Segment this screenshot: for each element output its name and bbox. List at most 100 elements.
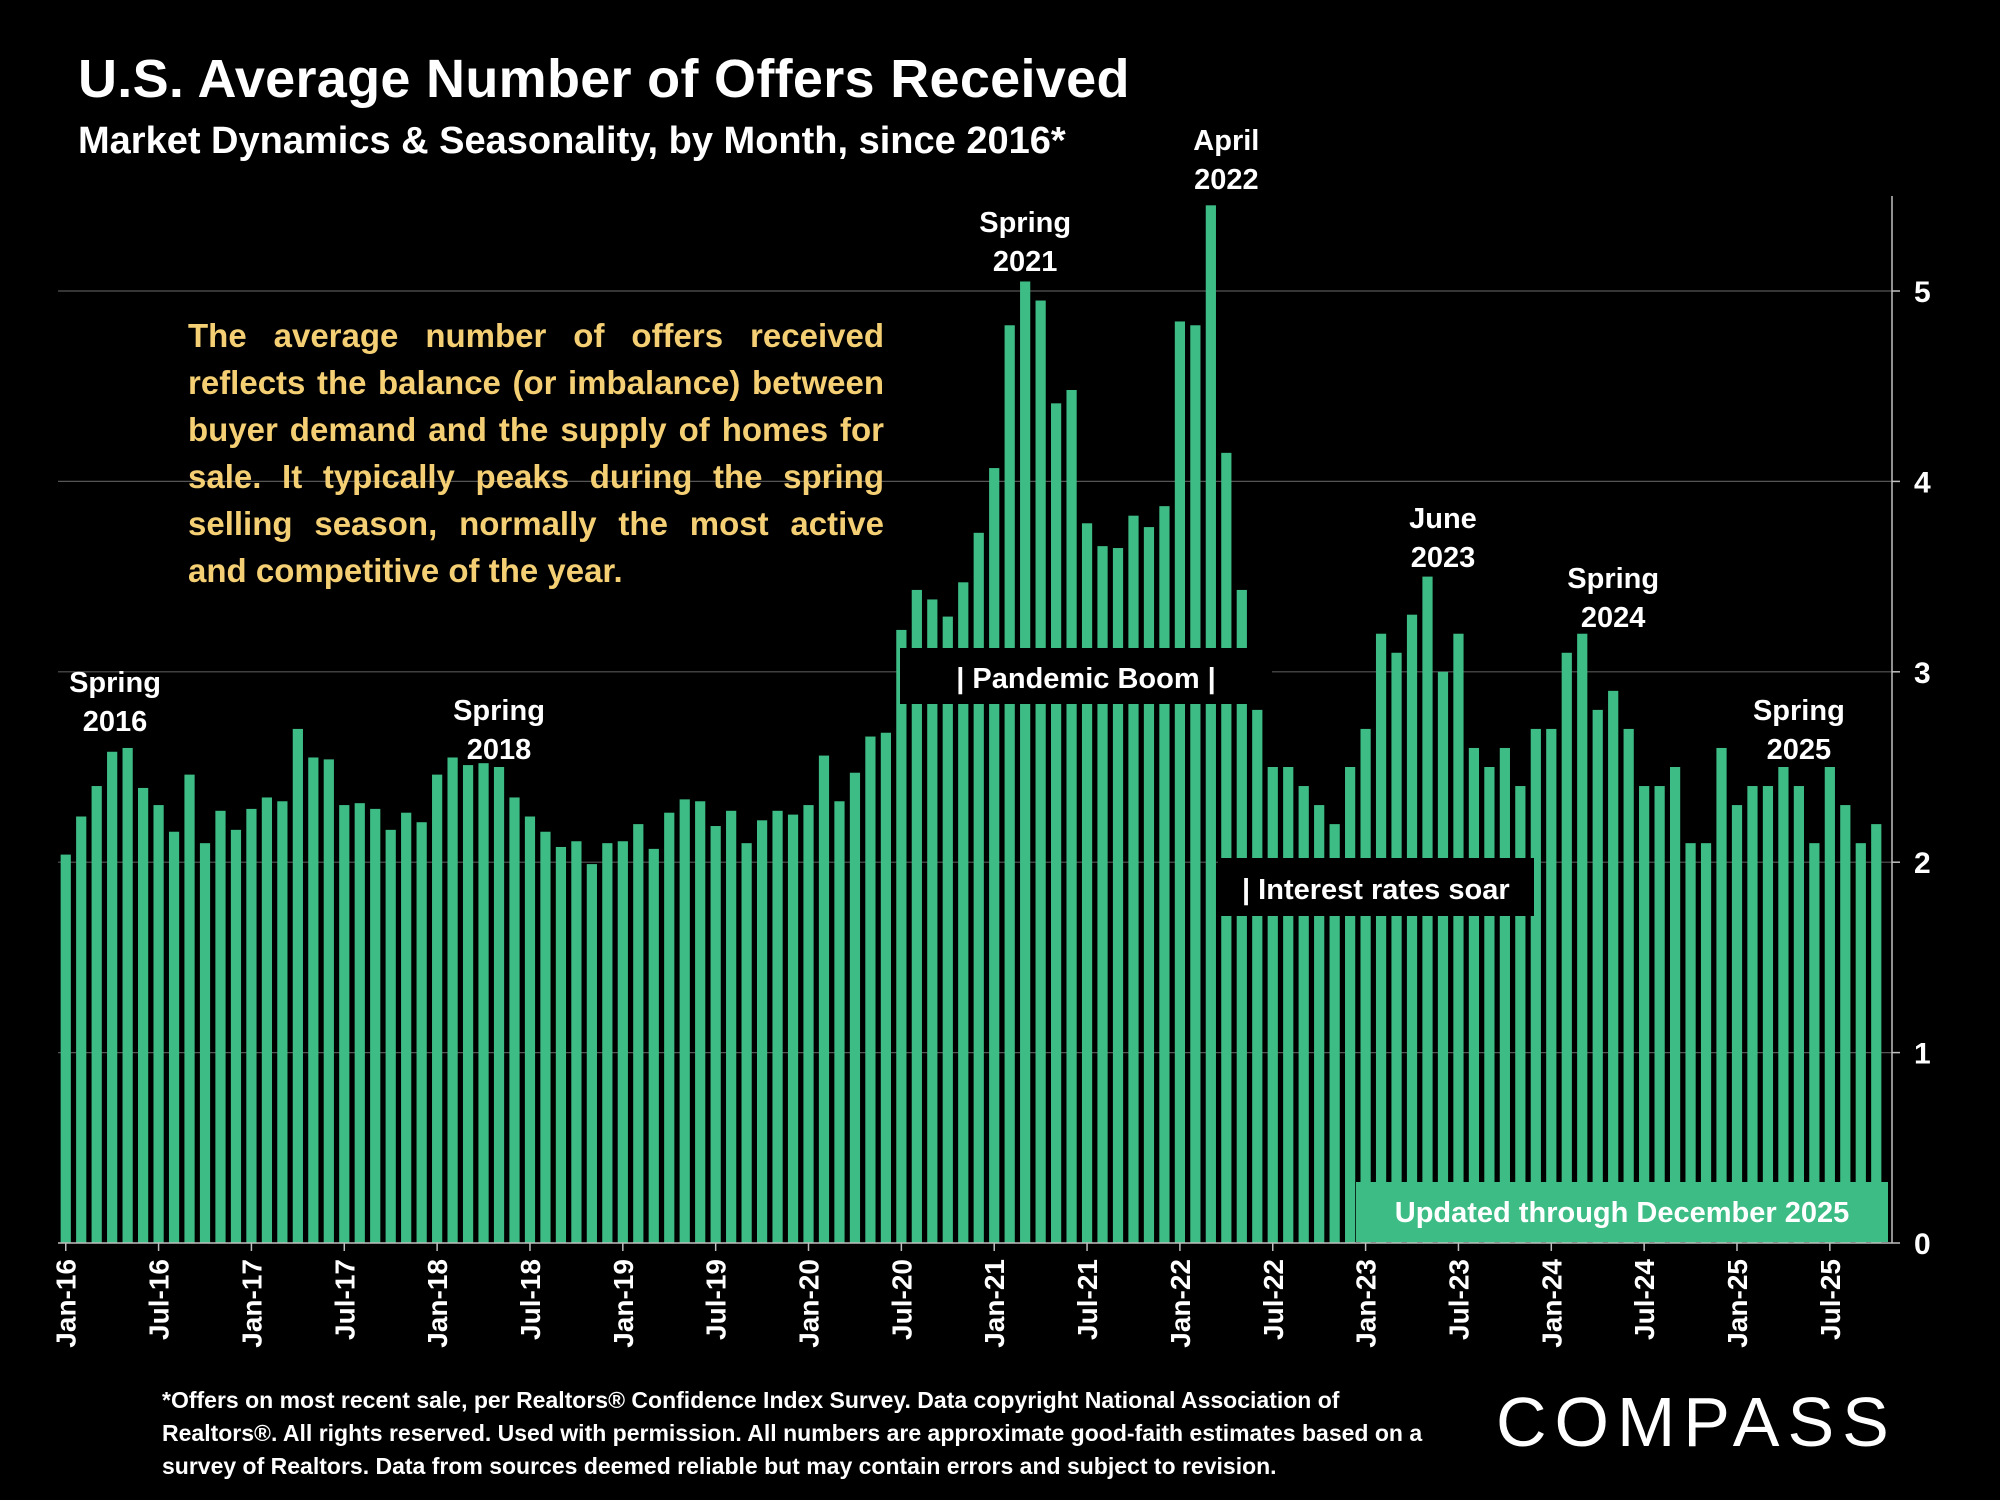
bar bbox=[586, 864, 597, 1243]
bar bbox=[540, 831, 551, 1243]
footnote: *Offers on most recent sale, per Realtor… bbox=[162, 1387, 1423, 1479]
bar bbox=[199, 843, 211, 1243]
bar bbox=[1360, 728, 1371, 1243]
bar bbox=[695, 801, 706, 1243]
x-tick-label: Jul-18 bbox=[515, 1259, 546, 1340]
bar bbox=[385, 829, 396, 1243]
bar bbox=[1267, 767, 1278, 1243]
peak-annotation: Spring 2016 bbox=[69, 667, 161, 738]
bar bbox=[1592, 709, 1603, 1243]
bar bbox=[1406, 614, 1418, 1243]
bar bbox=[1298, 786, 1309, 1243]
bar bbox=[1097, 546, 1108, 1243]
bar bbox=[354, 803, 365, 1243]
bar bbox=[138, 787, 149, 1243]
bar bbox=[555, 846, 567, 1243]
x-tick-label: Jul-25 bbox=[1815, 1259, 1846, 1340]
rates-callout-box bbox=[1218, 858, 1534, 916]
bar bbox=[1314, 805, 1325, 1243]
x-tick-label: Jul-22 bbox=[1258, 1259, 1289, 1340]
bar bbox=[1855, 843, 1866, 1243]
bar bbox=[1669, 767, 1681, 1243]
bar bbox=[1020, 281, 1031, 1244]
updated-banner bbox=[1356, 1182, 1888, 1242]
bar bbox=[76, 816, 87, 1243]
bar bbox=[339, 805, 350, 1243]
bar bbox=[524, 816, 536, 1243]
bar bbox=[493, 767, 505, 1243]
bar bbox=[1871, 824, 1882, 1243]
x-tick-label: Jul-24 bbox=[1629, 1259, 1660, 1340]
bar bbox=[432, 774, 443, 1243]
bar bbox=[323, 759, 334, 1243]
bar bbox=[679, 799, 690, 1243]
x-tick-label: Jul-21 bbox=[1072, 1259, 1103, 1340]
bar bbox=[1159, 506, 1170, 1244]
compass-logo: COMPASS bbox=[1496, 1383, 1897, 1461]
x-tick-label: Jul-17 bbox=[329, 1259, 360, 1340]
bar bbox=[1437, 671, 1449, 1243]
bar bbox=[834, 801, 845, 1243]
bar bbox=[989, 468, 1000, 1243]
bar bbox=[416, 822, 427, 1243]
bar bbox=[277, 801, 288, 1243]
bar bbox=[184, 774, 195, 1243]
bar bbox=[726, 810, 737, 1243]
bar bbox=[1654, 786, 1665, 1243]
bar bbox=[1004, 325, 1015, 1244]
bar bbox=[1174, 321, 1186, 1243]
bar bbox=[168, 831, 180, 1243]
bar bbox=[1468, 747, 1480, 1243]
x-tick-label: Jan-16 bbox=[51, 1259, 82, 1348]
bar bbox=[447, 757, 458, 1243]
peak-annotation: April 2022 bbox=[1193, 125, 1259, 196]
bar bbox=[1066, 390, 1077, 1243]
bar bbox=[1484, 767, 1495, 1243]
bar bbox=[292, 728, 303, 1243]
bar bbox=[865, 736, 876, 1243]
bar bbox=[1793, 786, 1804, 1243]
bar bbox=[958, 582, 969, 1243]
bar bbox=[1747, 786, 1758, 1243]
bar bbox=[787, 814, 799, 1243]
bar bbox=[370, 808, 381, 1243]
y-tick-label: 3 bbox=[1914, 657, 1931, 690]
bar bbox=[246, 808, 257, 1243]
bar bbox=[973, 532, 984, 1243]
bar bbox=[462, 765, 474, 1243]
bar bbox=[230, 829, 242, 1243]
bar bbox=[571, 841, 582, 1243]
bar bbox=[1499, 747, 1510, 1243]
peak-annotation: June 2023 bbox=[1409, 503, 1477, 574]
bar bbox=[942, 616, 953, 1243]
bar bbox=[1391, 652, 1402, 1243]
bar bbox=[710, 826, 721, 1243]
bar bbox=[1778, 767, 1789, 1243]
bar bbox=[1035, 300, 1046, 1243]
bar bbox=[1762, 786, 1774, 1243]
bar bbox=[215, 810, 226, 1243]
bar bbox=[1840, 805, 1851, 1243]
bar bbox=[1375, 633, 1387, 1243]
pandemic-boom-label: | Pandemic Boom | bbox=[956, 663, 1216, 695]
chart-title: U.S. Average Number of Offers Received bbox=[78, 49, 1130, 109]
bar bbox=[756, 820, 768, 1243]
bar bbox=[1453, 633, 1464, 1243]
x-tick-label: Jul-16 bbox=[144, 1259, 175, 1340]
x-tick-label: Jan-20 bbox=[794, 1259, 825, 1348]
bar bbox=[1685, 843, 1696, 1243]
bar bbox=[1252, 709, 1263, 1243]
chart-subtitle: Market Dynamics & Seasonality, by Month,… bbox=[78, 120, 1066, 162]
bar bbox=[1824, 767, 1835, 1243]
bar bbox=[60, 854, 71, 1243]
x-tick-label: Jul-20 bbox=[886, 1259, 917, 1340]
peak-annotation: Spring 2018 bbox=[453, 695, 545, 766]
x-tick-label: Jan-17 bbox=[236, 1259, 267, 1348]
bar bbox=[1143, 527, 1155, 1243]
bar bbox=[1329, 824, 1340, 1243]
pandemic-callout-box bbox=[900, 648, 1272, 704]
bar bbox=[1345, 767, 1356, 1243]
bar bbox=[1561, 652, 1572, 1243]
bar bbox=[633, 824, 644, 1243]
